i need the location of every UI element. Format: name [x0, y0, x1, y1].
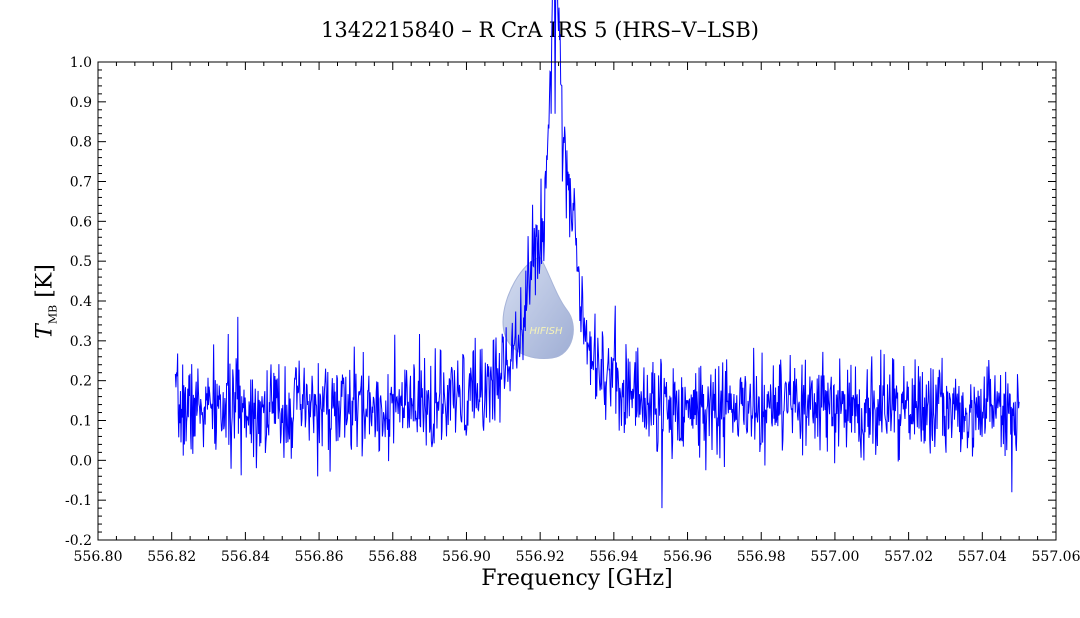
y-tick-label: 0.9 — [70, 95, 92, 111]
y-tick-label: 0.3 — [70, 334, 92, 350]
x-axis-label: Frequency [GHz] — [481, 566, 673, 591]
x-tick-label: 556.82 — [147, 549, 196, 565]
watermark-text: HIFISH — [529, 326, 563, 337]
y-tick-label: 1.0 — [70, 55, 92, 71]
x-tick-label: 556.96 — [663, 549, 712, 565]
y-axis-symbol: T — [32, 324, 58, 339]
x-tick-label: 557.06 — [1032, 549, 1080, 565]
x-tick-label: 556.88 — [368, 549, 417, 565]
y-tick-label: 0.5 — [70, 254, 92, 270]
x-tick-label: 556.86 — [295, 549, 344, 565]
x-tick-label: 556.80 — [74, 549, 123, 565]
y-tick-label: -0.1 — [65, 493, 92, 509]
chart-title: 1342215840 – R CrA IRS 5 (HRS–V–LSB) — [321, 18, 759, 42]
y-tick-label: 0.6 — [70, 214, 92, 230]
y-axis-subscript: MB — [46, 304, 60, 325]
y-tick-label: -0.2 — [65, 533, 92, 549]
y-axis-label: TMB [K] — [33, 232, 60, 372]
y-tick-label: 0.2 — [70, 374, 92, 390]
x-tick-label: 557.00 — [810, 549, 859, 565]
x-tick-label: 557.02 — [884, 549, 933, 565]
y-axis-unit: [K] — [32, 264, 58, 298]
x-tick-label: 556.90 — [442, 549, 491, 565]
x-tick-label: 557.04 — [958, 549, 1007, 565]
x-tick-label: 556.98 — [737, 549, 786, 565]
spectrum-line — [174, 0, 1020, 509]
y-tick-label: 0.7 — [70, 175, 92, 191]
y-tick-label: 0.1 — [70, 414, 92, 430]
x-tick-label: 556.84 — [221, 549, 270, 565]
x-tick-label: 556.94 — [589, 549, 638, 565]
x-tick-label: 556.92 — [516, 549, 565, 565]
y-tick-label: 0.0 — [70, 453, 92, 469]
y-tick-label: 0.4 — [70, 294, 92, 310]
y-tick-label: 0.8 — [70, 135, 92, 151]
